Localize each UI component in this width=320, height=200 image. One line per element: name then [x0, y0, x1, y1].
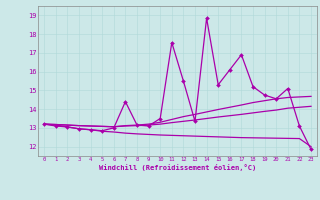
X-axis label: Windchill (Refroidissement éolien,°C): Windchill (Refroidissement éolien,°C)	[99, 164, 256, 171]
